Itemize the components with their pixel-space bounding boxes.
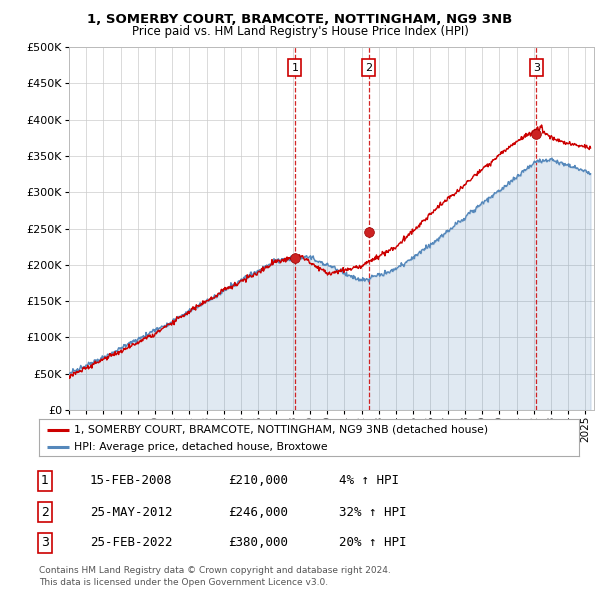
Text: 20% ↑ HPI: 20% ↑ HPI <box>339 536 407 549</box>
Text: 15-FEB-2008: 15-FEB-2008 <box>90 474 173 487</box>
Text: 2: 2 <box>365 63 372 73</box>
Text: HPI: Average price, detached house, Broxtowe: HPI: Average price, detached house, Brox… <box>74 442 328 452</box>
Text: £380,000: £380,000 <box>228 536 288 549</box>
Text: 2: 2 <box>41 506 49 519</box>
Text: £246,000: £246,000 <box>228 506 288 519</box>
Text: Contains HM Land Registry data © Crown copyright and database right 2024.
This d: Contains HM Land Registry data © Crown c… <box>39 566 391 587</box>
Text: 1: 1 <box>41 474 49 487</box>
Text: 4% ↑ HPI: 4% ↑ HPI <box>339 474 399 487</box>
Text: 1, SOMERBY COURT, BRAMCOTE, NOTTINGHAM, NG9 3NB (detached house): 1, SOMERBY COURT, BRAMCOTE, NOTTINGHAM, … <box>74 425 488 435</box>
Text: 1: 1 <box>292 63 298 73</box>
Text: 32% ↑ HPI: 32% ↑ HPI <box>339 506 407 519</box>
Text: 3: 3 <box>41 536 49 549</box>
Text: 3: 3 <box>533 63 540 73</box>
Text: Price paid vs. HM Land Registry's House Price Index (HPI): Price paid vs. HM Land Registry's House … <box>131 25 469 38</box>
Text: £210,000: £210,000 <box>228 474 288 487</box>
Text: 25-MAY-2012: 25-MAY-2012 <box>90 506 173 519</box>
Text: 25-FEB-2022: 25-FEB-2022 <box>90 536 173 549</box>
Text: 1, SOMERBY COURT, BRAMCOTE, NOTTINGHAM, NG9 3NB: 1, SOMERBY COURT, BRAMCOTE, NOTTINGHAM, … <box>88 13 512 26</box>
